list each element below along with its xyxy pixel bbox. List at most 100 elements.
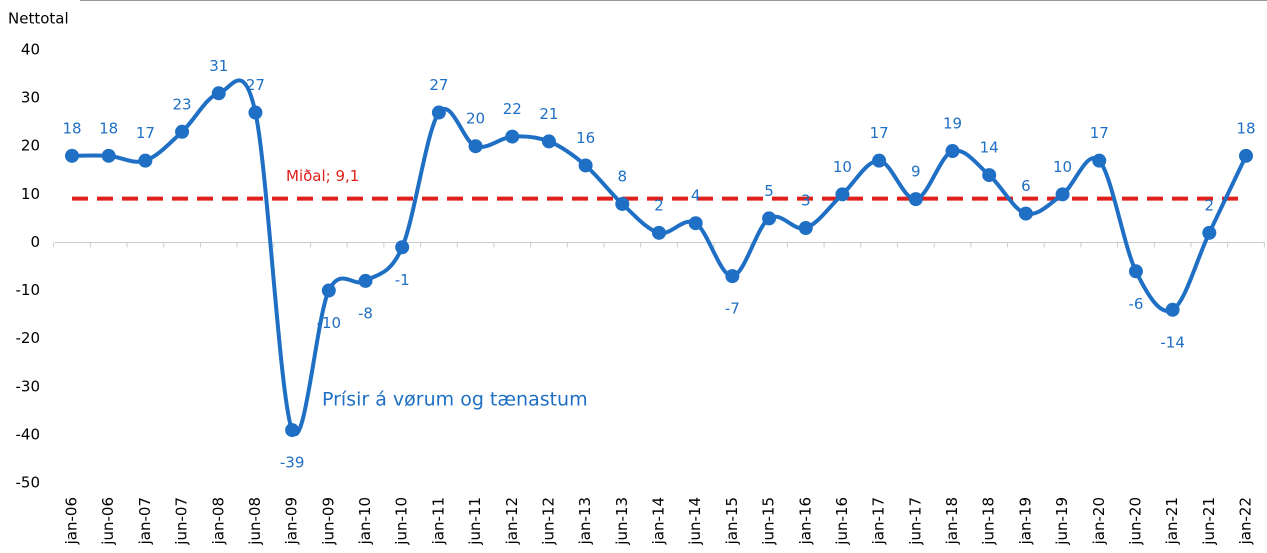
x-tick-label: jan-11 [429, 497, 447, 545]
data-point [505, 129, 520, 144]
data-point [395, 240, 410, 255]
data-point [578, 158, 593, 173]
y-tick-label: -50 [16, 474, 41, 492]
y-tick-label: 40 [21, 41, 40, 59]
data-point [358, 273, 373, 288]
data-label: 5 [764, 182, 774, 200]
x-tick-label: jun-11 [466, 497, 484, 546]
y-tick-label: 10 [21, 185, 40, 203]
x-tick-label: jan-10 [356, 497, 374, 545]
x-tick-label: jan-06 [63, 497, 81, 545]
data-point [798, 221, 813, 236]
x-tick-label: jan-18 [943, 497, 961, 545]
data-label: 4 [691, 187, 701, 205]
x-tick-label: jun-09 [319, 497, 337, 546]
data-point [872, 153, 887, 168]
data-point [1165, 302, 1180, 317]
x-tick-label: jun-16 [833, 497, 851, 546]
mean-label: Miðal; 9,1 [286, 167, 359, 185]
data-point [468, 139, 483, 154]
x-tick-label: jun-15 [760, 497, 778, 546]
data-point [652, 225, 666, 240]
data-point [762, 211, 777, 226]
x-tick-label: jan-12 [503, 497, 521, 545]
data-point [175, 124, 190, 139]
data-label: 31 [209, 57, 228, 75]
data-label: 17 [136, 124, 155, 142]
series-label: Prísir á vørum og tænastum [322, 389, 588, 411]
data-label: -7 [725, 300, 740, 318]
data-point [1128, 264, 1143, 279]
data-label: -6 [1128, 295, 1143, 313]
x-tick-label: jan-08 [209, 497, 227, 545]
data-label: 17 [1090, 124, 1109, 142]
x-tick-label: jan-22 [1237, 497, 1255, 545]
data-point [982, 168, 997, 183]
x-tick-label: jan-17 [870, 497, 888, 545]
data-label: 9 [911, 163, 921, 181]
x-tick-label: jan-16 [796, 497, 814, 545]
data-label: -14 [1160, 333, 1185, 351]
x-tick-label: jun-18 [980, 497, 998, 546]
x-tick-label: jan-19 [1016, 497, 1034, 545]
data-label: -10 [317, 314, 342, 332]
data-label: 17 [870, 124, 889, 142]
data-label: 8 [618, 167, 628, 185]
data-label: 27 [246, 76, 265, 94]
data-label: 22 [503, 100, 522, 118]
series-line [71, 78, 1248, 436]
data-point [1092, 153, 1107, 168]
data-point [138, 153, 153, 168]
data-point [431, 105, 446, 120]
x-tick-label: jun-17 [906, 497, 924, 546]
x-tick-label: jan-21 [1163, 497, 1181, 545]
data-point [321, 283, 336, 298]
data-point [835, 187, 850, 202]
data-label: -8 [358, 304, 373, 322]
data-point [541, 134, 556, 149]
x-tick-label: jun-06 [99, 497, 117, 546]
x-tick-label: jan-13 [576, 497, 594, 545]
data-point [1055, 187, 1070, 202]
y-axis-label: Nettotal [8, 10, 69, 28]
y-tick-label: -10 [16, 281, 41, 299]
data-label: -1 [395, 271, 410, 289]
data-point [688, 216, 703, 231]
x-tick-label: jun-10 [393, 497, 411, 546]
data-label: 18 [99, 119, 118, 137]
data-label: 14 [980, 139, 999, 157]
x-tick-label: jun-08 [246, 497, 264, 546]
data-label: 10 [1053, 158, 1072, 176]
y-tick-label: 30 [21, 89, 40, 107]
data-point [945, 144, 960, 159]
x-tick-label: jun-19 [1053, 497, 1071, 546]
y-tick-label: 0 [30, 233, 40, 251]
x-tick-label: jan-15 [723, 497, 741, 545]
data-point [725, 269, 740, 284]
x-tick-label: jun-12 [539, 497, 557, 546]
data-label: 27 [429, 76, 448, 94]
y-tick-label: -20 [16, 329, 41, 347]
x-tick-label: jun-20 [1126, 497, 1144, 546]
x-tick-label: jun-21 [1200, 497, 1218, 546]
data-point [1018, 206, 1033, 221]
y-tick-label: 20 [21, 137, 40, 155]
x-tick-label: jan-09 [283, 497, 301, 545]
data-label: 16 [576, 129, 595, 147]
data-label: 6 [1021, 177, 1031, 195]
y-tick-label: -30 [16, 377, 41, 395]
data-label: -39 [280, 454, 305, 472]
data-label: 2 [1205, 196, 1215, 214]
data-point [285, 423, 300, 438]
x-tick-label: jun-14 [686, 497, 704, 546]
data-label: 18 [62, 119, 81, 137]
data-point [65, 148, 79, 163]
data-label: 2 [654, 196, 664, 214]
data-point [211, 86, 226, 101]
data-label: 19 [943, 115, 962, 133]
data-point [101, 148, 116, 163]
data-label: 21 [539, 105, 558, 123]
data-label: 23 [173, 95, 192, 113]
data-point [908, 192, 923, 207]
